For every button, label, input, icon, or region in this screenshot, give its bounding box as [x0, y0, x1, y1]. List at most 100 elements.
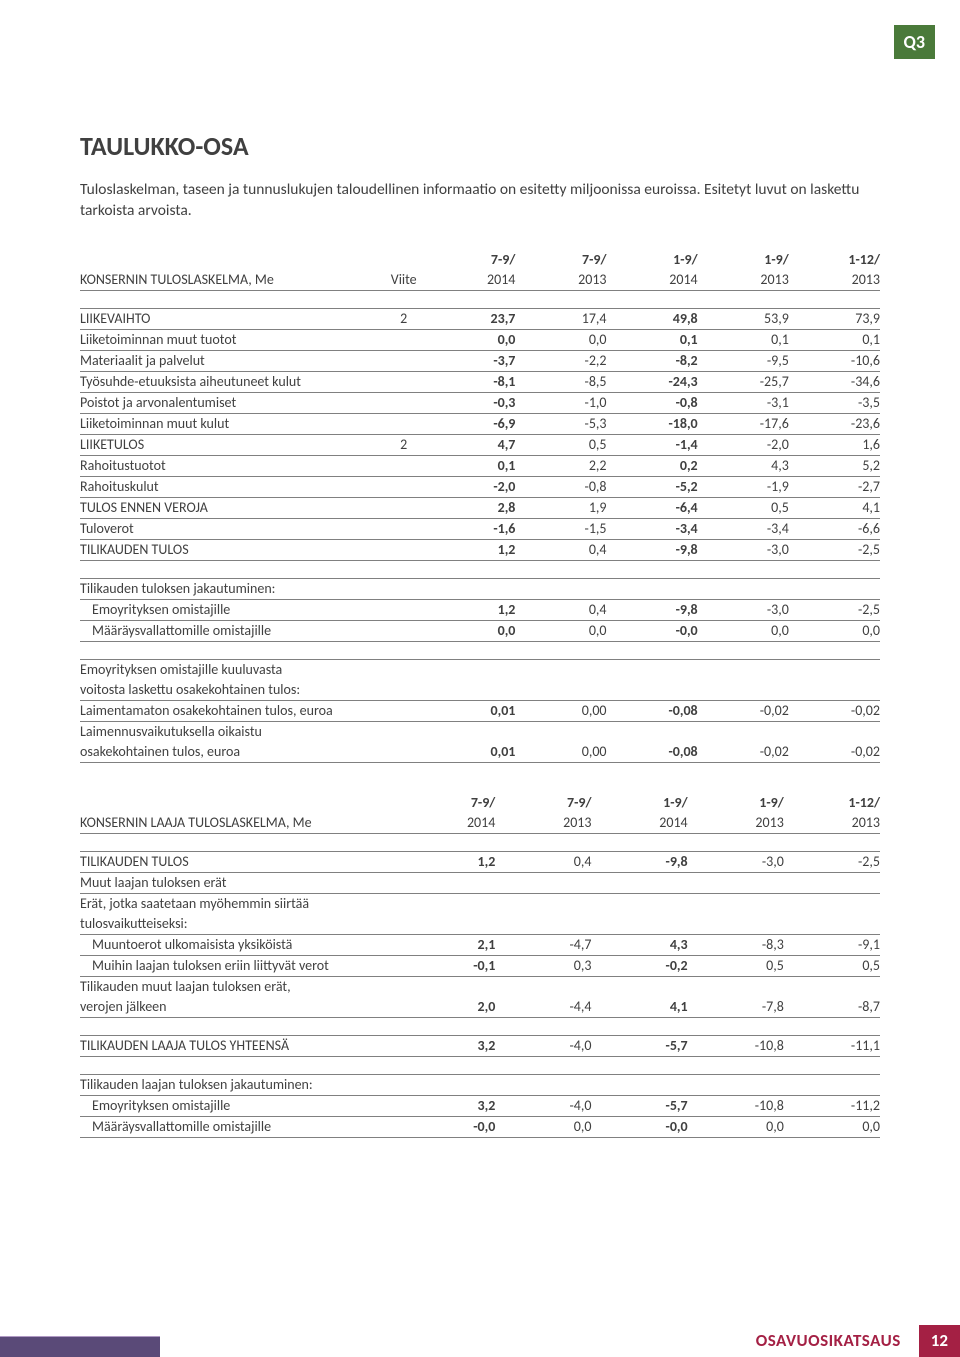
table-row — [80, 290, 880, 308]
row-note-ref — [383, 392, 424, 413]
cell-value — [789, 578, 880, 599]
cell-value: 73,9 — [789, 308, 880, 329]
cell-value: -1,0 — [515, 392, 606, 413]
row-note-ref — [383, 476, 424, 497]
cell-value: -8,7 — [784, 997, 880, 1018]
row-note-ref — [383, 413, 424, 434]
col-header: 2013 — [784, 813, 880, 834]
cell-value: -6,4 — [607, 497, 698, 518]
cell-value: -6,9 — [424, 413, 515, 434]
cell-value: 49,8 — [607, 308, 698, 329]
cell-value — [591, 872, 687, 893]
table-row — [80, 833, 880, 851]
table-row: Rahoituskulut-2,0-0,8-5,2-1,9-2,7 — [80, 476, 880, 497]
row-label: Määräysvallattomille omistajille — [80, 620, 383, 641]
cell-value: 1,9 — [515, 497, 606, 518]
table-row: Emoyrityksen omistajille kuuluvasta — [80, 659, 880, 680]
row-note-ref: 2 — [383, 434, 424, 455]
col-header: 7-9/ — [424, 250, 515, 270]
table-row: Laimennusvaikutuksella oikaistu — [80, 721, 880, 742]
income-statement-table: 7-9/7-9/1-9/1-9/1-12/KONSERNIN TULOSLASK… — [80, 250, 880, 763]
table-row: Laimentamaton osakekohtainen tulos, euro… — [80, 700, 880, 721]
cell-value: -4,0 — [495, 1035, 591, 1056]
col-header: 1-12/ — [784, 793, 880, 813]
cell-value — [591, 976, 687, 997]
table-row: Rahoitustuotot0,12,20,24,35,2 — [80, 455, 880, 476]
cell-value: 0,2 — [607, 455, 698, 476]
cell-value: 1,2 — [424, 599, 515, 620]
row-label: Emoyrityksen omistajille — [80, 1095, 399, 1116]
cell-value: -5,7 — [591, 1035, 687, 1056]
table-row: Tilikauden laajan tuloksen jakautuminen: — [80, 1074, 880, 1095]
row-note-ref — [383, 518, 424, 539]
cell-value: -3,0 — [698, 599, 789, 620]
quarter-badge: Q3 — [894, 25, 935, 59]
cell-value: -4,4 — [495, 997, 591, 1018]
footer-accent-bar — [0, 1336, 160, 1357]
footer-page-number: 12 — [919, 1325, 960, 1357]
cell-value: 2,0 — [399, 997, 495, 1018]
col-header: Viite — [383, 270, 424, 291]
cell-value: -9,8 — [607, 539, 698, 560]
cell-value — [399, 893, 495, 914]
table-row: osakekohtainen tulos, euroa0,010,00-0,08… — [80, 742, 880, 763]
cell-value — [495, 976, 591, 997]
table-row: Tilikauden muut laajan tuloksen erät, — [80, 976, 880, 997]
cell-value — [495, 893, 591, 914]
cell-value: 0,5 — [515, 434, 606, 455]
cell-value: -24,3 — [607, 371, 698, 392]
cell-value: -3,1 — [698, 392, 789, 413]
intro-text: Tuloslaskelman, taseen ja tunnuslukujen … — [80, 180, 880, 222]
cell-value: 0,4 — [495, 851, 591, 872]
row-note-ref — [383, 329, 424, 350]
cell-value: 0,1 — [789, 329, 880, 350]
cell-value: -0,0 — [591, 1116, 687, 1137]
cell-value: 0,5 — [688, 955, 784, 976]
cell-value — [515, 578, 606, 599]
table-row: Muuntoerot ulkomaisista yksiköistä2,1-4,… — [80, 934, 880, 955]
cell-value: -9,8 — [591, 851, 687, 872]
cell-value: 0,0 — [789, 620, 880, 641]
cell-value — [784, 893, 880, 914]
cell-value: 0,01 — [424, 742, 515, 763]
table-row: voitosta laskettu osakekohtainen tulos: — [80, 680, 880, 701]
cell-value: -2,5 — [789, 539, 880, 560]
cell-value — [424, 721, 515, 742]
row-label: Liiketoiminnan muut kulut — [80, 413, 383, 434]
cell-value: -0,8 — [607, 392, 698, 413]
row-label: LIIKETULOS — [80, 434, 383, 455]
cell-value — [399, 914, 495, 935]
col-header: 2014 — [607, 270, 698, 291]
table-row: TULOS ENNEN VEROJA2,81,9-6,40,54,1 — [80, 497, 880, 518]
table-row: TILIKAUDEN LAAJA TULOS YHTEENSÄ3,2-4,0-5… — [80, 1035, 880, 1056]
cell-value: -2,0 — [424, 476, 515, 497]
col-header — [383, 250, 424, 270]
row-label: osakekohtainen tulos, euroa — [80, 742, 383, 763]
row-label: Muut laajan tuloksen erät — [80, 872, 399, 893]
cell-value: -0,3 — [424, 392, 515, 413]
cell-value — [698, 721, 789, 742]
row-label: Tilikauden muut laajan tuloksen erät, — [80, 976, 399, 997]
cell-value: -9,5 — [698, 350, 789, 371]
col-header: 2013 — [698, 270, 789, 291]
row-note-ref — [383, 350, 424, 371]
table-row: Muihin laajan tuloksen eriin liittyvät v… — [80, 955, 880, 976]
col-header: 2014 — [399, 813, 495, 834]
row-label: verojen jälkeen — [80, 997, 399, 1018]
col-header: 1-12/ — [789, 250, 880, 270]
cell-value — [607, 721, 698, 742]
cell-value: -18,0 — [607, 413, 698, 434]
cell-value: -0,8 — [515, 476, 606, 497]
cell-value: -9,8 — [607, 599, 698, 620]
cell-value — [698, 659, 789, 680]
cell-value: 0,0 — [424, 620, 515, 641]
cell-value: -7,8 — [688, 997, 784, 1018]
cell-value — [607, 578, 698, 599]
cell-value: 1,2 — [399, 851, 495, 872]
cell-value: 0,0 — [784, 1116, 880, 1137]
cell-value — [607, 680, 698, 701]
row-note-ref — [383, 620, 424, 641]
cell-value — [591, 914, 687, 935]
cell-value: 0,1 — [698, 329, 789, 350]
cell-value: -1,4 — [607, 434, 698, 455]
